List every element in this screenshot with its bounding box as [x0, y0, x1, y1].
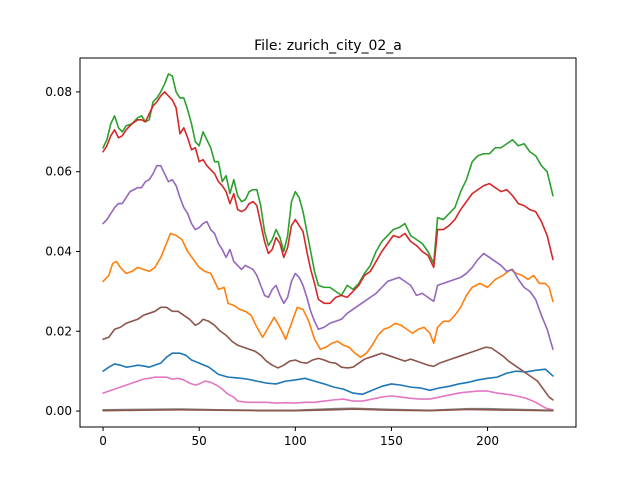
plot-frame [79, 57, 577, 428]
y-axis: 0.00 0.02 0.04 0.06 0.08 [45, 85, 80, 418]
series-line-9 [102, 408, 554, 412]
y-tick-label: 0.04 [45, 244, 72, 258]
y-tick-label: 0.08 [45, 85, 72, 99]
x-tick-label: 50 [192, 434, 207, 448]
x-tick-label: 0 [99, 434, 107, 448]
y-tick-label: 0.00 [45, 404, 72, 418]
x-tick-label: 150 [380, 434, 403, 448]
series-line-2 [102, 232, 554, 358]
series-layer [102, 73, 554, 412]
series-line-3 [102, 73, 554, 297]
series-line-7 [102, 376, 554, 411]
x-tick-label: 200 [476, 434, 499, 448]
series-line-1 [102, 352, 554, 396]
series-line-6 [102, 306, 554, 401]
x-axis: 0 50 100 150 200 [99, 427, 499, 448]
y-tick-label: 0.06 [45, 165, 72, 179]
chart-title: File: zurich_city_02_a [254, 38, 402, 54]
series-line-4 [102, 91, 554, 305]
series-line-5 [102, 164, 554, 351]
y-tick-label: 0.02 [45, 324, 72, 338]
x-tick-label: 100 [284, 434, 307, 448]
